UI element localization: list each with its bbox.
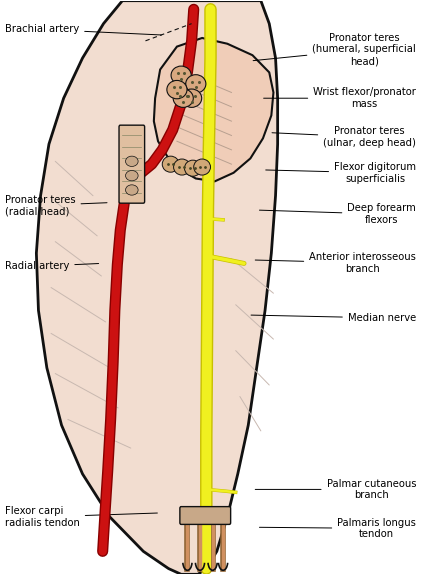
Ellipse shape	[125, 156, 138, 167]
Text: Palmaris longus
tendon: Palmaris longus tendon	[259, 518, 416, 539]
Text: Pronator teres
(humeral, superficial
head): Pronator teres (humeral, superficial hea…	[253, 33, 416, 66]
Text: Flexor carpi
radialis tendon: Flexor carpi radialis tendon	[5, 506, 157, 528]
Polygon shape	[36, 1, 277, 574]
Polygon shape	[154, 38, 274, 181]
Text: Radial artery: Radial artery	[5, 261, 99, 271]
Ellipse shape	[125, 185, 138, 195]
Text: Median nerve: Median nerve	[251, 313, 416, 323]
Text: Pronator teres
(radial head): Pronator teres (radial head)	[5, 195, 107, 216]
Text: Pronator teres
(ulnar, deep head): Pronator teres (ulnar, deep head)	[272, 126, 416, 148]
FancyBboxPatch shape	[119, 125, 145, 203]
Ellipse shape	[171, 66, 191, 85]
Ellipse shape	[186, 75, 206, 93]
Text: Brachial artery: Brachial artery	[5, 24, 162, 35]
Ellipse shape	[173, 89, 193, 108]
Ellipse shape	[173, 159, 190, 175]
Ellipse shape	[184, 160, 201, 176]
Ellipse shape	[181, 89, 202, 108]
Ellipse shape	[162, 156, 179, 172]
Ellipse shape	[167, 81, 187, 99]
Ellipse shape	[194, 159, 210, 175]
Text: Deep forearm
flexors: Deep forearm flexors	[259, 204, 416, 225]
Text: Flexor digitorum
superficialis: Flexor digitorum superficialis	[266, 162, 416, 183]
Text: Anterior interosseous
branch: Anterior interosseous branch	[255, 252, 416, 274]
Text: Wrist flexor/pronator
mass: Wrist flexor/pronator mass	[264, 87, 416, 109]
FancyBboxPatch shape	[180, 507, 231, 524]
Ellipse shape	[125, 170, 138, 181]
Text: Palmar cutaneous
branch: Palmar cutaneous branch	[255, 478, 416, 500]
